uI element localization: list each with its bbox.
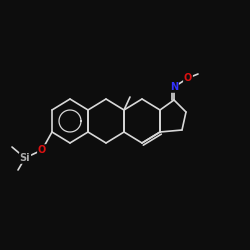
- Text: O: O: [38, 145, 46, 155]
- Text: N: N: [170, 82, 178, 92]
- Text: Si: Si: [20, 153, 30, 163]
- Text: O: O: [184, 73, 192, 83]
